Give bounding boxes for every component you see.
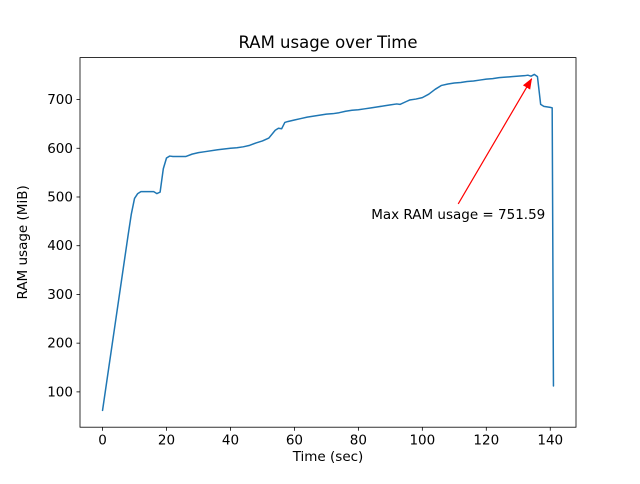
x-axis-label: Time (sec) — [292, 449, 364, 465]
y-axis-ticks: 100 200 300 400 500 600 700 — [47, 92, 80, 400]
axes-box — [79, 57, 577, 428]
y-tick-label: 600 — [47, 141, 73, 157]
x-tick-label: 20 — [158, 433, 175, 449]
ram-usage-line — [101, 73, 555, 412]
y-tick-label: 200 — [47, 336, 73, 352]
y-axis-label: RAM usage (MiB) — [15, 185, 31, 299]
max-ram-annotation: Max RAM usage = 751.59 — [371, 78, 545, 223]
x-tick-label: 0 — [98, 433, 107, 449]
annotation-text: Max RAM usage = 751.59 — [371, 207, 545, 223]
x-tick-label: 60 — [286, 433, 303, 449]
x-tick-label: 40 — [222, 433, 239, 449]
y-tick-label: 400 — [47, 238, 73, 254]
x-axis-ticks: 0 20 40 60 80 100 120 140 — [98, 427, 563, 449]
x-tick-label: 100 — [409, 433, 435, 449]
x-tick-label: 80 — [350, 433, 367, 449]
y-tick-label: 300 — [47, 287, 73, 303]
annotation-arrow-icon — [457, 78, 533, 205]
y-tick-label: 100 — [47, 384, 73, 400]
x-tick-label: 140 — [537, 433, 563, 449]
chart-title: RAM usage over Time — [238, 33, 417, 52]
x-tick-label: 120 — [473, 433, 499, 449]
y-tick-label: 700 — [47, 92, 73, 108]
y-tick-label: 500 — [47, 189, 73, 205]
